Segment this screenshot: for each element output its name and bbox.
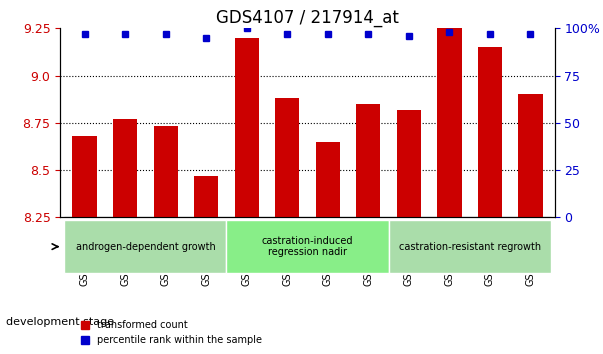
Bar xyxy=(154,126,178,354)
Bar xyxy=(72,136,96,354)
Bar xyxy=(478,47,502,354)
Bar xyxy=(113,119,137,354)
FancyBboxPatch shape xyxy=(388,220,551,273)
Text: castration-resistant regrowth: castration-resistant regrowth xyxy=(399,242,541,252)
Text: castration-induced
regression nadir: castration-induced regression nadir xyxy=(262,236,353,257)
FancyBboxPatch shape xyxy=(65,220,227,273)
Bar xyxy=(235,38,259,354)
Bar xyxy=(275,98,300,354)
Bar xyxy=(397,109,421,354)
Title: GDS4107 / 217914_at: GDS4107 / 217914_at xyxy=(216,9,399,27)
Bar xyxy=(315,142,340,354)
Bar xyxy=(437,28,461,354)
Text: androgen-dependent growth: androgen-dependent growth xyxy=(75,242,215,252)
Bar xyxy=(356,104,380,354)
FancyBboxPatch shape xyxy=(227,220,388,273)
Legend: transformed count, percentile rank within the sample: transformed count, percentile rank withi… xyxy=(77,316,265,349)
Bar xyxy=(519,95,543,354)
Bar xyxy=(194,176,218,354)
Text: development stage: development stage xyxy=(6,317,114,327)
